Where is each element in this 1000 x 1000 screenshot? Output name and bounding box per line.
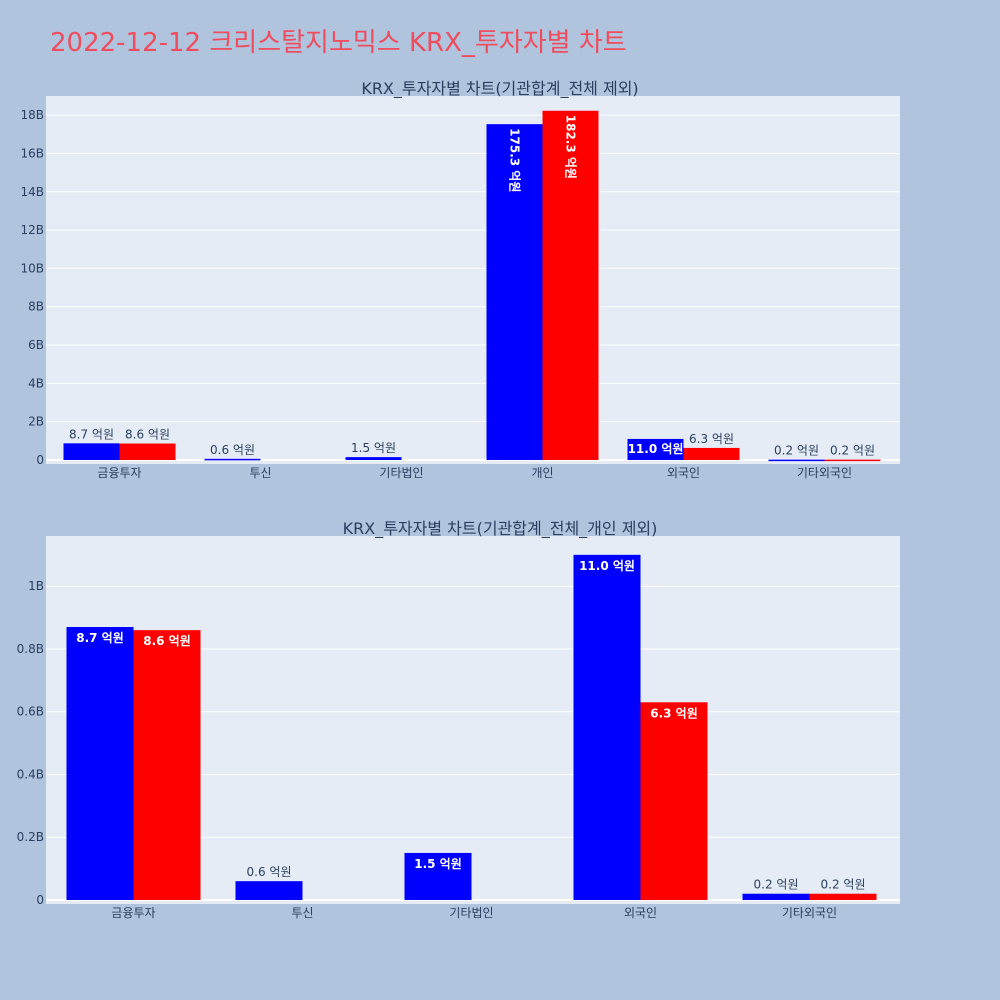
bar [66,627,134,900]
data-label: 8.7 억원 [76,631,124,645]
data-label: 8.7 억원 [69,427,114,441]
y-tick-label: 0 [36,893,44,907]
bar [63,443,120,460]
bar [345,457,402,460]
x-tick-label: 외국인 [667,466,700,480]
x-tick-label: 금융투자 [97,466,141,480]
bar [627,438,684,460]
data-label: 0.2 억원 [774,444,819,458]
chart-panel-2: KRX_투자자별 차트(기관합계_전체_개인 제외) 0 0.2B 0.4B 0.6B 0… [17,519,900,920]
data-label: 1.5 억원 [351,441,396,455]
bar [133,630,201,900]
bar [486,124,543,460]
data-label: 1.5 억원 [414,857,462,871]
y-tick-label: 12B [20,223,44,237]
x-tick-label: 개인 [531,466,553,480]
bar [204,458,261,461]
y-tick-label: 0.4B [17,767,44,781]
bar [542,110,599,460]
y-tick-label: 8B [28,300,44,314]
data-label: 182.3 억원 [564,115,578,179]
plot-area [46,96,900,464]
y-tick-label: 6B [28,338,44,352]
x-tick-label: 외국인 [624,906,657,920]
data-label: 0.2 억원 [830,444,875,458]
data-label: 0.2 억원 [821,878,866,892]
data-label: 0.6 억원 [210,443,255,457]
x-tick-label: 기타외국인 [782,906,837,920]
bar [404,852,472,900]
bar [573,554,641,900]
data-label: 0.6 억원 [247,865,292,879]
y-tick-label: 16B [20,146,44,160]
y-tick-label: 1B [28,579,44,593]
y-tick-label: 2B [28,415,44,429]
data-label: 6.3 억원 [689,432,734,446]
data-label: 8.6 억원 [143,634,191,648]
chart-panel-1: KRX_투자자별 차트(기관합계_전체 제외) 0 2B 4B 6B 8B 10B 12B 14… [20,79,900,480]
data-label: 0.2 억원 [754,878,799,892]
bar [119,443,176,460]
x-tick-label: 투신 [291,906,313,920]
x-tick-label: 기타외국인 [797,466,852,480]
x-tick-label: 금융투자 [111,906,155,920]
y-tick-label: 14B [20,185,44,199]
bar [768,459,825,462]
y-tick-label: 0.8B [17,642,44,656]
data-label: 11.0 억원 [628,442,684,456]
bar [640,702,708,900]
chart-title: KRX_투자자별 차트(기관합계_전체 제외) [361,79,638,99]
data-label: 8.6 억원 [125,428,170,442]
y-tick-label: 0.2B [17,830,44,844]
bar [809,893,877,900]
page-title: 2022-12-12 크리스탈지노믹스 KRX_투자자별 차트 [50,28,627,58]
bar [742,893,810,900]
y-tick-label: 0.6B [17,705,44,719]
y-tick-label: 4B [28,376,44,390]
chart-title: KRX_투자자별 차트(기관합계_전체_개인 제외) [343,519,658,539]
y-tick-label: 10B [20,261,44,275]
y-tick-label: 0 [36,453,44,467]
data-label: 175.3 억원 [508,128,522,192]
bar [235,881,303,900]
data-label: 11.0 억원 [579,559,635,573]
bar [683,447,740,460]
bar [824,459,881,462]
x-tick-label: 기타법인 [449,906,493,920]
data-label: 6.3 억원 [650,706,698,720]
x-tick-label: 기타법인 [379,466,423,480]
y-tick-label: 18B [20,108,44,122]
x-tick-label: 투신 [249,466,271,480]
